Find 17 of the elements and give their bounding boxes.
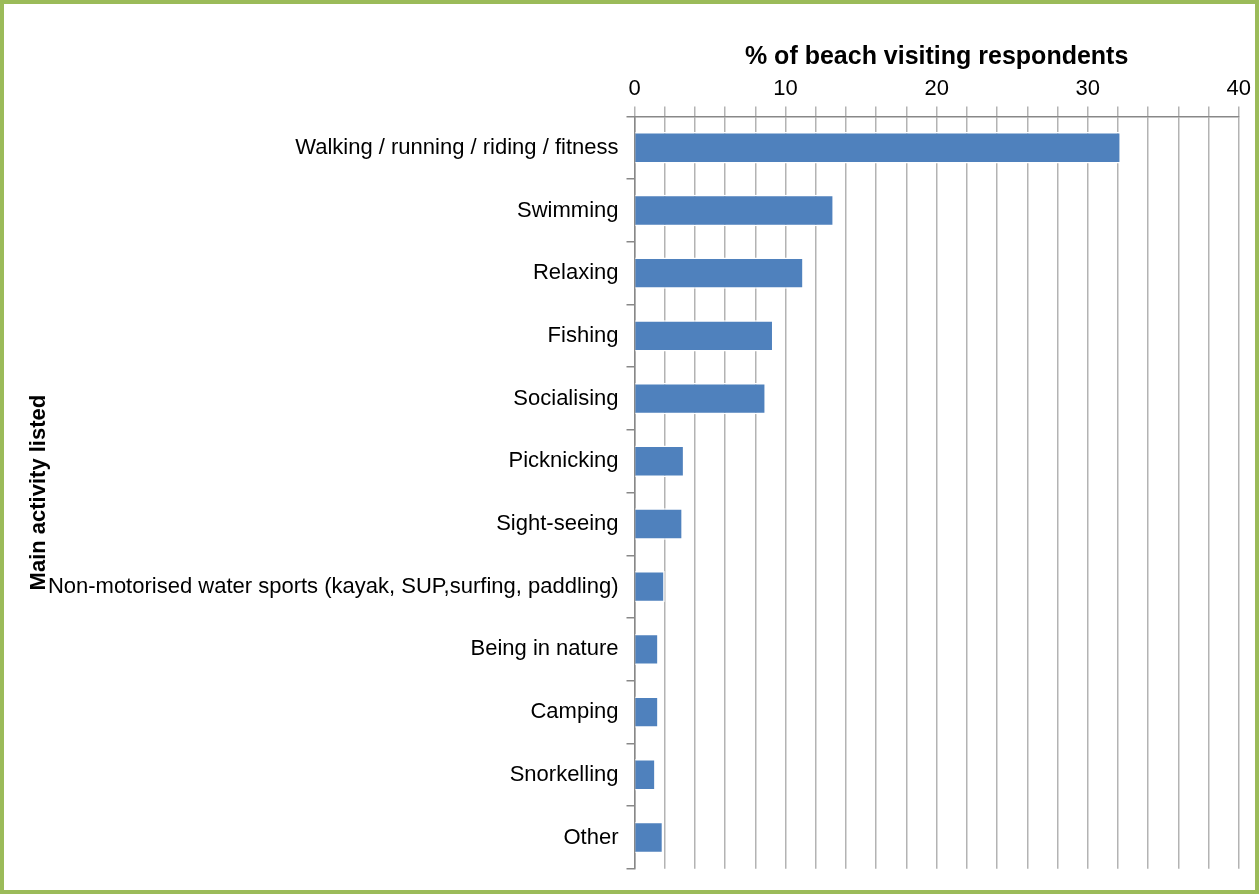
x-tick-label: 20: [924, 75, 949, 101]
y-tick-label: Snorkelling: [509, 760, 619, 786]
x-tick-label: 0: [628, 75, 641, 101]
x-tick-label: 40: [1226, 75, 1252, 101]
y-tick-label: Sight-seeing: [496, 510, 619, 536]
x-axis-title: % of beach visiting respondents: [744, 40, 1129, 69]
y-tick-label: Socialising: [513, 384, 619, 410]
y-tick-label: Fishing: [547, 321, 619, 347]
y-tick-label: Walking / running / riding / fitness: [295, 133, 619, 159]
y-tick-label: Camping: [530, 698, 619, 724]
x-tick-label: 30: [1075, 75, 1100, 101]
x-tick-label: 10: [773, 75, 798, 101]
y-tick-label: Picknicking: [508, 447, 619, 473]
y-tick-label: Other: [563, 823, 619, 849]
y-tick-label: Swimming: [517, 196, 619, 222]
y-tick-label: Being in nature: [470, 635, 619, 661]
y-tick-label: Relaxing: [532, 259, 619, 285]
